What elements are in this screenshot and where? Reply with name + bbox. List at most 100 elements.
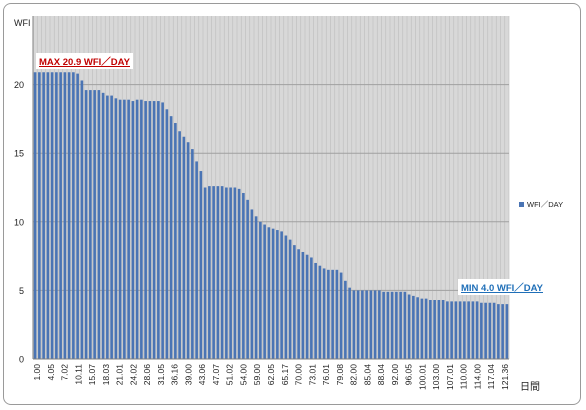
legend: WFI／DAY — [519, 199, 563, 210]
bar — [297, 249, 300, 359]
bar — [505, 304, 509, 359]
bar — [458, 301, 462, 359]
x-tick-label: 15.07 — [87, 364, 97, 386]
bar — [140, 99, 143, 359]
bar — [492, 302, 496, 359]
y-axis-label: WFI — [14, 18, 31, 28]
bar — [63, 72, 67, 359]
bar — [395, 291, 398, 359]
y-tick-label: 0 — [19, 355, 24, 365]
bar — [72, 72, 75, 359]
x-tick-label: 51.02 — [225, 364, 235, 386]
x-tick-label: 39.00 — [183, 364, 193, 386]
bar — [101, 92, 105, 359]
x-tick-label: 121.36 — [500, 364, 510, 390]
x-tick-label: 36.16 — [170, 364, 180, 386]
bar — [305, 254, 309, 359]
bar — [301, 251, 305, 359]
bar — [480, 302, 483, 359]
bar — [310, 257, 313, 359]
bar — [174, 123, 177, 360]
x-tick-label: 117.04 — [486, 364, 496, 390]
bar — [246, 199, 249, 359]
bar — [293, 245, 296, 359]
bar — [288, 239, 292, 359]
bar — [76, 73, 79, 360]
x-tick-label: 1.00 — [32, 364, 42, 381]
bar — [497, 304, 500, 359]
x-tick-label: 28.06 — [142, 364, 152, 386]
bar — [280, 231, 283, 359]
x-tick-label: 88.04 — [376, 364, 386, 386]
x-tick-label: 62.05 — [266, 364, 276, 386]
bar — [220, 186, 224, 359]
bar — [403, 291, 407, 359]
bar — [420, 298, 424, 359]
x-tick-label: 65.17 — [280, 364, 290, 386]
bar — [229, 187, 232, 359]
bar — [38, 72, 41, 359]
bar — [322, 268, 326, 359]
bar — [144, 101, 147, 360]
bar — [429, 300, 432, 359]
y-tick-label: 5 — [19, 286, 24, 296]
bar — [471, 301, 475, 359]
bar — [123, 99, 126, 359]
x-tick-label: 110.00 — [459, 364, 469, 390]
bar — [365, 290, 368, 359]
bar — [276, 230, 279, 359]
legend-label: WFI／DAY — [527, 200, 564, 209]
x-tick-label: 82.00 — [349, 364, 359, 386]
bar — [382, 291, 385, 359]
bar — [114, 98, 118, 359]
bar — [233, 187, 237, 359]
bar — [318, 265, 322, 359]
x-tick-label: 59.00 — [252, 364, 262, 386]
bar — [339, 272, 343, 359]
bar — [250, 209, 254, 359]
bar — [42, 72, 45, 359]
bar — [441, 300, 445, 359]
x-tick-label: 70.00 — [294, 364, 304, 386]
bar — [203, 187, 207, 359]
bar — [424, 298, 428, 359]
x-tick-label: 79.08 — [335, 364, 345, 386]
x-tick-label: 85.04 — [362, 364, 372, 386]
bar — [437, 300, 441, 359]
bar — [433, 300, 436, 359]
bar — [106, 95, 109, 360]
bar — [263, 224, 266, 359]
bar — [212, 186, 215, 359]
max-annotation: MAX 20.9 WFI／DAY — [36, 53, 133, 69]
x-tick-label: 103.00 — [431, 364, 441, 390]
x-tick-label: 92.00 — [390, 364, 400, 386]
bar — [450, 301, 453, 359]
x-tick-label: 100.01 — [417, 364, 427, 390]
legend-swatch — [519, 202, 524, 207]
bar — [373, 290, 377, 359]
x-tick-label: 21.01 — [115, 364, 125, 386]
bar — [131, 101, 135, 360]
x-tick-label: 4.05 — [46, 364, 56, 381]
bar — [89, 90, 92, 359]
x-tick-label: 7.02 — [60, 364, 70, 381]
bar — [454, 301, 458, 359]
x-tick-label: 73.01 — [307, 364, 317, 386]
bar — [369, 290, 373, 359]
bar — [361, 290, 364, 359]
x-axis-label: 日間 — [520, 382, 540, 393]
bar — [169, 116, 173, 359]
bar — [463, 301, 466, 359]
x-tick-label: 96.05 — [404, 364, 414, 386]
bar — [67, 72, 71, 359]
x-tick-label: 31.05 — [156, 364, 166, 386]
y-tick-label: 20 — [14, 80, 24, 90]
bar — [161, 102, 164, 359]
bar — [446, 301, 449, 359]
bar — [475, 301, 479, 359]
bar — [237, 188, 241, 359]
bar — [93, 90, 96, 359]
bar — [199, 171, 203, 359]
bar — [80, 80, 84, 359]
